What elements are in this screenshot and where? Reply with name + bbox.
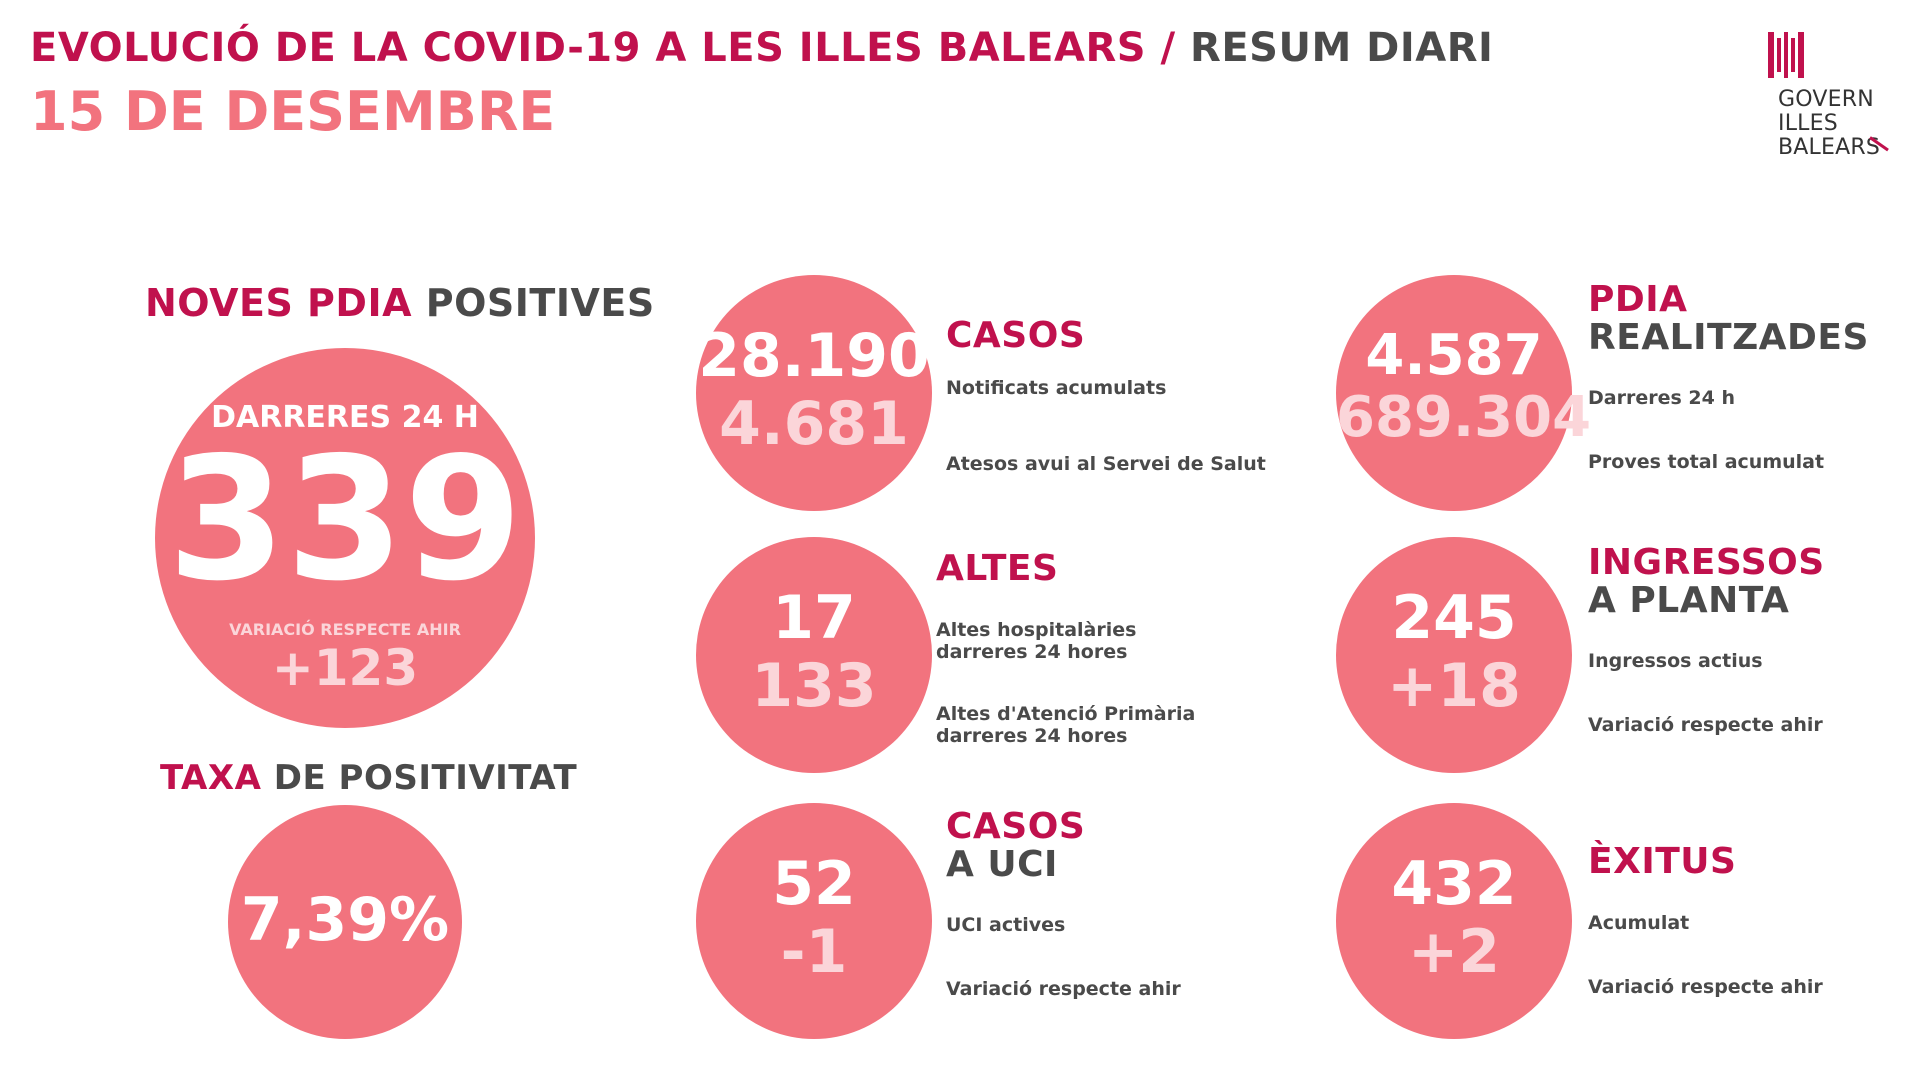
cases-label-1: Notificats acumulats [946,377,1167,399]
tests-value-1: 4.587 [1365,323,1543,388]
cases-circle: 28.190 4.681 [696,275,932,511]
positivity-value: 7,39% [240,885,450,955]
coat-of-arms-icon [1768,32,1804,78]
positives-circle: DARRERES 24 H 339 VARIACIÓ RESPECTE AHIR… [155,348,535,728]
positivity-heading-part2: DE POSITIVITAT [273,758,578,798]
admissions-label-2: Variació respecte ahir [1588,714,1823,736]
tests-value-2: 689.304 [1336,385,1592,450]
discharges-label-2-line-2: darreres 24 hores [936,725,1128,747]
discharges-value-1: 17 [772,583,856,653]
govern-logo: GOVERN ILLES BALEARS [1768,32,1898,162]
icu-title-line-1: CASOS [946,806,1086,847]
discharges-title: ALTES [936,548,1059,589]
logo-text: GOVERN ILLES BALEARS [1778,88,1880,160]
discharges-label-1: Altes hospitalàries darreres 24 hores [936,619,1136,663]
icu-value-2: -1 [780,917,848,987]
icu-title-line-2: A UCI [946,844,1058,885]
tests-circle: 4.587 689.304 [1336,275,1592,511]
positives-value: 339 [167,421,523,619]
tests-title-line-2: REALITZADES [1588,317,1869,358]
positives-subtitle: DARRERES 24 H [211,400,479,435]
deaths-circle: 432 +2 [1336,803,1572,1039]
cases-title: CASOS [946,315,1086,356]
icu-title: CASOS A UCI [946,808,1085,884]
report-date: 15 DE DESEMBRE [30,80,556,143]
cases-value-1: 28.190 [698,321,930,391]
icu-label-1: UCI actives [946,914,1066,936]
discharges-circle: 17 133 [696,537,932,773]
positivity-circle: 7,39% [228,805,462,1039]
cases-label-2: Atesos avui al Servei de Salut [946,453,1266,475]
admissions-title-line-1: INGRESSOS [1588,542,1825,583]
page-title: EVOLUCIÓ DE LA COVID-19 A LES ILLES BALE… [30,25,1493,71]
logo-line-3: BALEARS [1778,135,1881,160]
deaths-label-2: Variació respecte ahir [1588,976,1823,998]
discharges-label-2: Altes d'Atenció Primària darreres 24 hor… [936,703,1195,747]
admissions-title-line-2: A PLANTA [1588,580,1790,621]
admissions-circle: 245 +18 [1336,537,1572,773]
discharges-label-2-line-1: Altes d'Atenció Primària [936,703,1196,725]
deaths-value-2: +2 [1407,917,1501,987]
tests-label-2: Proves total acumulat [1588,451,1825,473]
positivity-heading-part1: TAXA [160,758,262,798]
discharges-value-2: 133 [751,651,877,721]
positives-heading-part2: POSITIVES [425,281,655,325]
positives-heading: NOVES PDIA POSITIVES [145,283,655,323]
positives-variation-label: VARIACIÓ RESPECTE AHIR [229,620,461,639]
title-main: EVOLUCIÓ DE LA COVID-19 A LES ILLES BALE… [30,25,1176,71]
logo-line-1: GOVERN [1778,87,1874,112]
tests-title-line-1: PDIA [1588,279,1688,320]
deaths-label-1: Acumulat [1588,912,1690,934]
deaths-title: ÈXITUS [1588,841,1737,882]
icu-label-2: Variació respecte ahir [946,978,1181,1000]
admissions-value-1: 245 [1391,583,1517,653]
positives-heading-part1: NOVES PDIA [145,281,412,325]
admissions-label-1: Ingressos actius [1588,650,1763,672]
positives-variation-value: +123 [271,639,419,697]
icu-value-1: 52 [772,849,856,919]
tests-title: PDIA REALITZADES [1588,281,1869,357]
admissions-value-2: +18 [1387,651,1521,721]
icu-circle: 52 -1 [696,803,932,1039]
positivity-heading: TAXA DE POSITIVITAT [160,758,577,798]
deaths-value-1: 432 [1391,849,1517,919]
logo-line-2: ILLES [1778,111,1838,136]
title-sub: RESUM DIARI [1190,25,1494,71]
cases-value-2: 4.681 [719,389,909,459]
admissions-title: INGRESSOS A PLANTA [1588,544,1825,620]
discharges-label-1-line-1: Altes hospitalàries [936,619,1137,641]
discharges-label-1-line-2: darreres 24 hores [936,641,1128,663]
tests-label-1: Darreres 24 h [1588,387,1735,409]
